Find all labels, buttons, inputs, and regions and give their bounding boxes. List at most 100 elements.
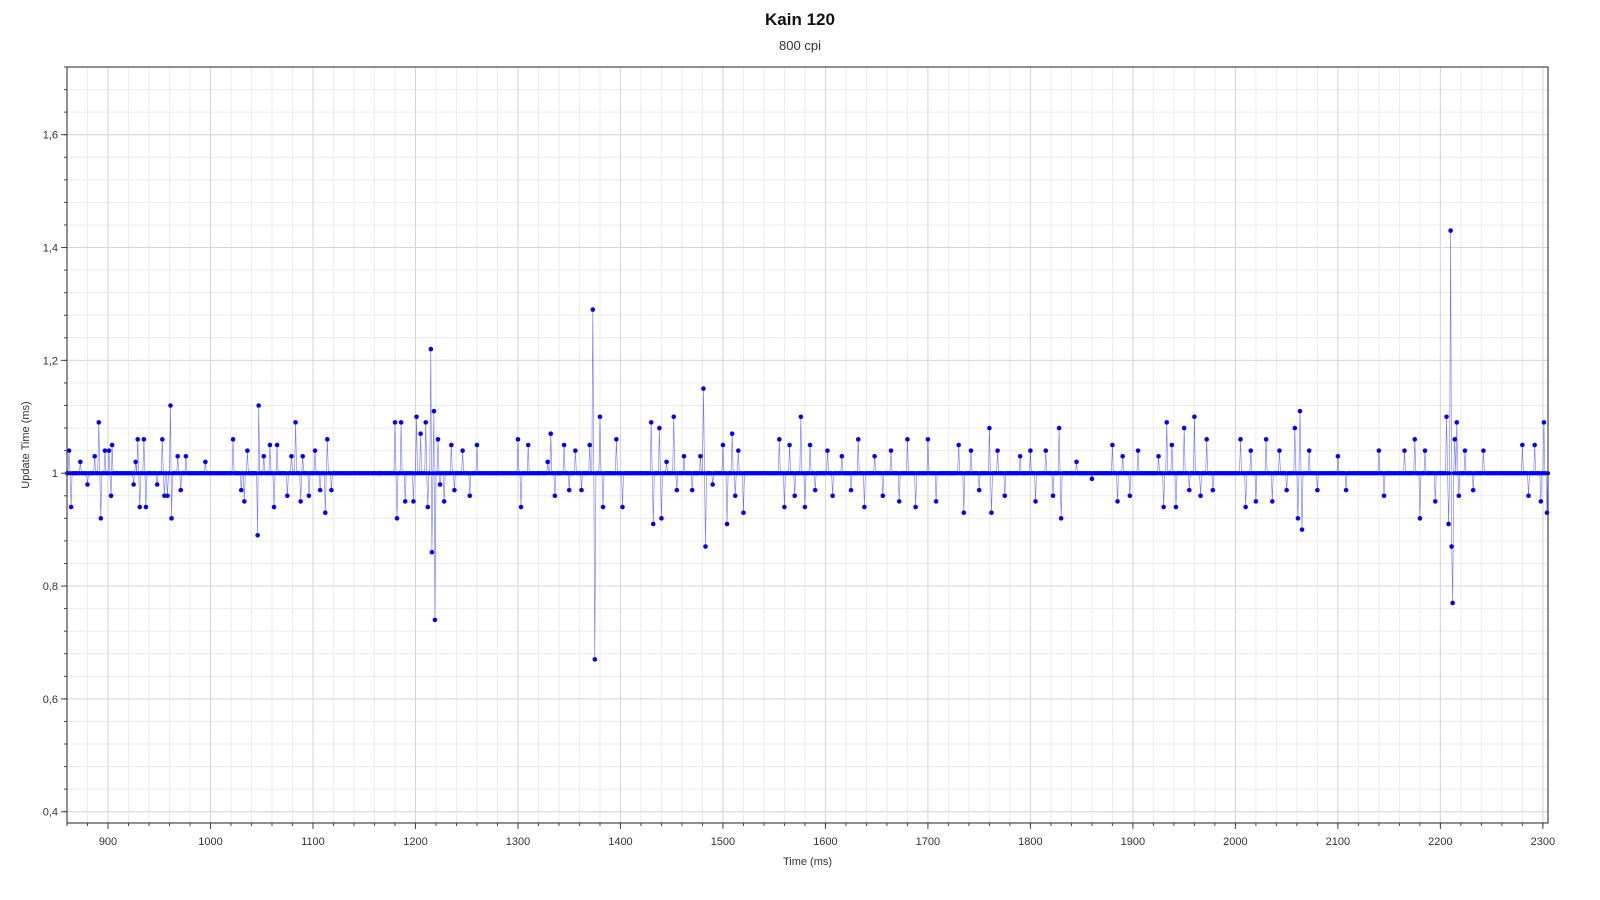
data-point bbox=[855, 437, 861, 442]
data-point bbox=[1520, 442, 1525, 448]
data-point bbox=[872, 453, 877, 459]
x-tick-label: 2300 bbox=[1531, 836, 1555, 848]
data-point bbox=[701, 386, 706, 391]
data-point bbox=[133, 459, 138, 465]
data-point bbox=[68, 504, 74, 510]
data-point bbox=[518, 504, 524, 510]
data-point bbox=[689, 487, 695, 493]
data-point bbox=[802, 504, 808, 510]
grid-lines bbox=[66, 66, 1548, 823]
data-point bbox=[1181, 425, 1187, 431]
data-point bbox=[431, 408, 437, 414]
data-point bbox=[1526, 493, 1531, 499]
x-axis-label: Time (ms) bbox=[783, 856, 832, 868]
data-point bbox=[165, 493, 170, 499]
data-point bbox=[1253, 499, 1259, 504]
data-point bbox=[1292, 425, 1298, 431]
data-point bbox=[418, 431, 423, 437]
data-point bbox=[1169, 442, 1175, 448]
y-tick-label: 0,6 bbox=[43, 694, 58, 706]
x-tick-label: 1100 bbox=[301, 836, 325, 848]
data-point bbox=[402, 499, 408, 504]
data-point bbox=[460, 448, 465, 453]
data-point bbox=[1161, 504, 1166, 510]
x-tick-label: 1300 bbox=[506, 836, 530, 848]
data-point bbox=[169, 516, 174, 521]
data-point bbox=[167, 471, 172, 476]
data-point bbox=[1452, 437, 1458, 442]
data-point bbox=[300, 453, 306, 459]
data-point bbox=[1454, 420, 1460, 425]
plot-frame bbox=[66, 66, 1549, 824]
data-point bbox=[322, 510, 328, 516]
data-point bbox=[1186, 487, 1192, 493]
data-point bbox=[1110, 442, 1115, 448]
data-point bbox=[515, 437, 521, 442]
data-point bbox=[1263, 437, 1269, 442]
x-tick-label: 2100 bbox=[1326, 836, 1350, 848]
data-point bbox=[256, 403, 261, 408]
x-tick-label: 1500 bbox=[711, 836, 735, 848]
data-point bbox=[423, 420, 429, 425]
data-point bbox=[108, 493, 114, 499]
y-axis-label: Update Time (ms) bbox=[20, 401, 32, 488]
y-tick-label: 1,2 bbox=[43, 355, 58, 367]
data-point bbox=[736, 448, 741, 453]
data-point bbox=[1541, 420, 1547, 425]
data-point bbox=[1422, 448, 1428, 453]
data-point bbox=[325, 437, 330, 442]
data-point bbox=[160, 437, 165, 442]
data-point bbox=[293, 420, 298, 425]
data-point bbox=[285, 493, 290, 499]
data-point bbox=[592, 657, 598, 662]
data-point bbox=[698, 453, 703, 459]
data-point bbox=[1120, 453, 1125, 459]
x-tick-label: 1200 bbox=[403, 836, 427, 848]
data-point bbox=[561, 442, 567, 448]
data-series bbox=[64, 228, 1551, 662]
data-point bbox=[245, 448, 250, 453]
y-tick-label: 1,6 bbox=[43, 130, 58, 142]
data-point bbox=[1164, 420, 1170, 425]
data-point bbox=[664, 459, 669, 465]
data-point bbox=[1297, 408, 1303, 414]
data-point bbox=[1381, 493, 1387, 499]
x-tick-label: 900 bbox=[99, 836, 117, 848]
data-point bbox=[681, 453, 687, 459]
x-tick-label: 1700 bbox=[916, 836, 940, 848]
data-point bbox=[1050, 493, 1056, 499]
data-point bbox=[230, 437, 236, 442]
data-point bbox=[1538, 499, 1544, 504]
data-point bbox=[961, 510, 967, 516]
data-point bbox=[1033, 499, 1038, 504]
data-point bbox=[732, 493, 738, 499]
data-point bbox=[238, 487, 244, 493]
data-point bbox=[254, 471, 259, 476]
data-point bbox=[1028, 448, 1033, 453]
data-point bbox=[659, 516, 664, 521]
data-point bbox=[1335, 453, 1341, 459]
data-point bbox=[289, 453, 294, 459]
data-point bbox=[548, 431, 554, 437]
data-point bbox=[1192, 414, 1197, 420]
data-point bbox=[1450, 600, 1455, 606]
data-point bbox=[1532, 442, 1537, 448]
data-point bbox=[298, 499, 303, 504]
data-point bbox=[720, 442, 726, 448]
data-point bbox=[467, 493, 473, 499]
x-tick-label: 1600 bbox=[813, 836, 837, 848]
data-point bbox=[1481, 448, 1486, 453]
data-point bbox=[178, 487, 184, 493]
data-point bbox=[1343, 487, 1349, 493]
data-point bbox=[650, 521, 656, 527]
data-point bbox=[1448, 228, 1453, 233]
data-point bbox=[432, 617, 438, 623]
data-point bbox=[414, 414, 419, 420]
data-point bbox=[880, 493, 886, 499]
data-point bbox=[135, 437, 141, 442]
data-point bbox=[203, 459, 208, 465]
data-point bbox=[1056, 425, 1062, 431]
data-point bbox=[729, 431, 735, 437]
